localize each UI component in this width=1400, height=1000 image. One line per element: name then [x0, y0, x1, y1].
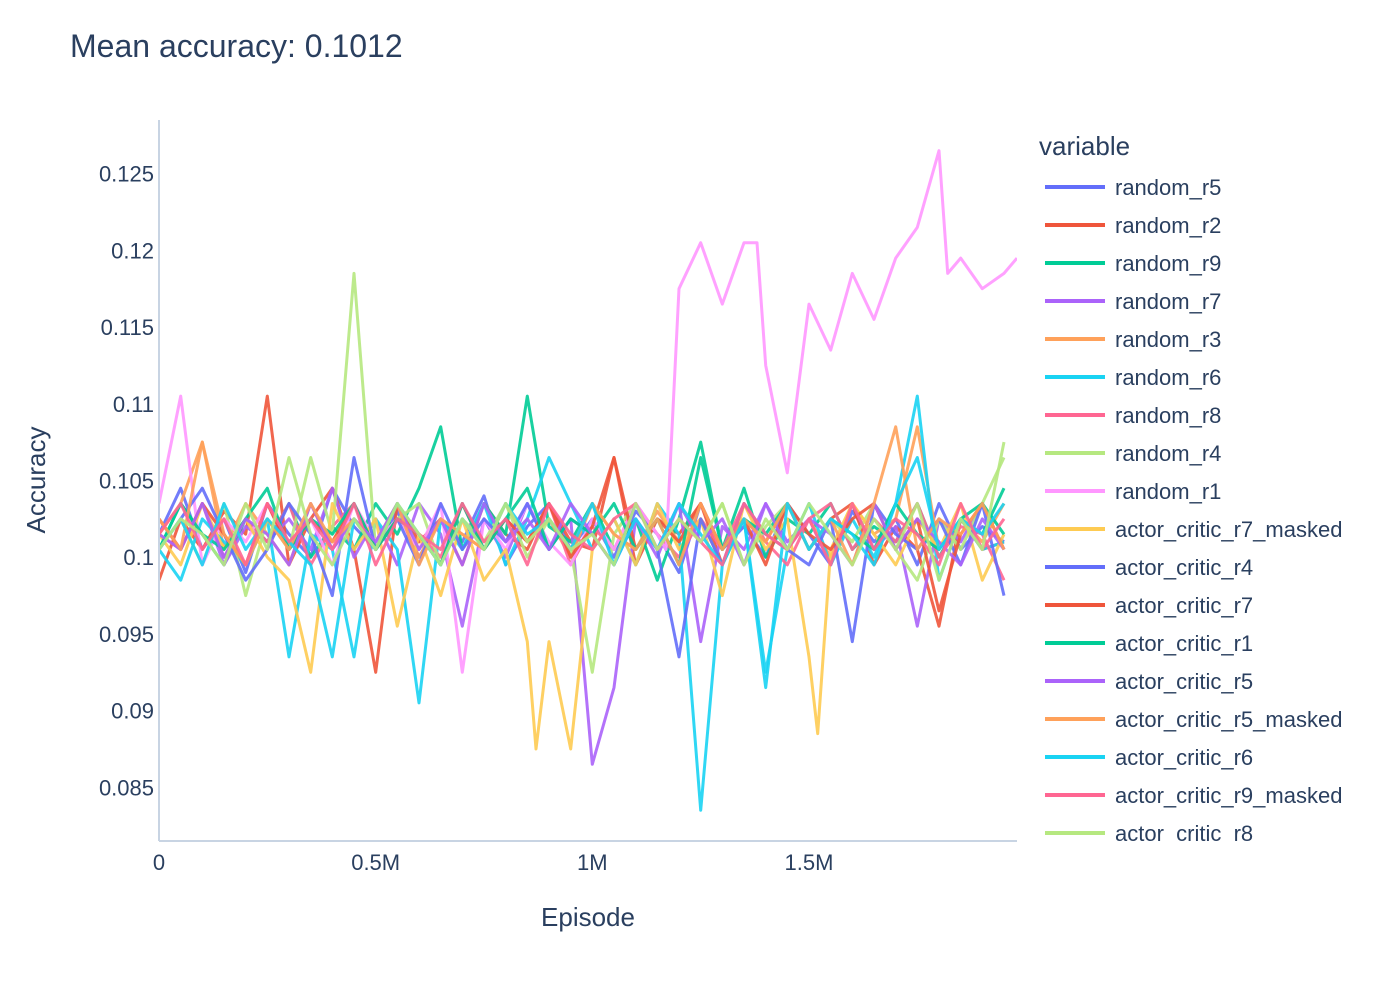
y-tick-label: 0.105: [99, 469, 154, 494]
y-tick-label: 0.1: [123, 545, 154, 570]
legend-item-actor-critic-r5-masked[interactable]: actor_critic_r5_masked: [1045, 707, 1342, 732]
legend-item-actor-critic-r1[interactable]: actor_critic_r1: [1045, 631, 1253, 656]
legend-label: actor_critic_r9_masked: [1115, 783, 1342, 808]
legend-label: actor_critic_r5: [1115, 669, 1253, 694]
legend-item-random-r6[interactable]: random_r6: [1045, 365, 1221, 390]
legend-label: random_r7: [1115, 289, 1221, 314]
legend-title: variable: [1039, 131, 1130, 161]
legend-label: random_r8: [1115, 403, 1221, 428]
legend-label: random_r9: [1115, 251, 1221, 276]
series-line-random-r4: [159, 271, 1006, 674]
chart-title: Mean accuracy: 0.1012: [70, 28, 403, 64]
series-layer: [159, 149, 1017, 812]
legend-item-random-r4[interactable]: random_r4: [1045, 441, 1221, 466]
legend-item-random-r9[interactable]: random_r9: [1045, 251, 1221, 276]
series-line-actor-critic-r8: [159, 441, 1006, 582]
legend-item-actor-critic-r7-masked[interactable]: actor_critic_r7_masked: [1045, 517, 1342, 542]
legend-label: actor_critic_r8: [1115, 821, 1253, 846]
legend-item-random-r1[interactable]: random_r1: [1045, 479, 1221, 504]
y-tick-label: 0.11: [113, 392, 154, 417]
legend-item-actor-critic-r4[interactable]: actor_critic_r4: [1045, 555, 1253, 580]
x-tick-label: 0.5M: [351, 850, 400, 875]
legend-label: random_r6: [1115, 365, 1221, 390]
x-tick-labels: 0 0.5M 1M 1.5M: [153, 850, 834, 875]
y-tick-label: 0.09: [111, 699, 154, 724]
legend-item-random-r2[interactable]: random_r2: [1045, 213, 1221, 238]
y-tick-label: 0.115: [101, 315, 154, 340]
legend-label: actor_critic_r4: [1115, 555, 1253, 580]
y-tick-label: 0.095: [99, 622, 154, 647]
x-tick-label: 0: [153, 850, 165, 875]
legend-item-actor-critic-r9-masked[interactable]: actor_critic_r9_masked: [1045, 783, 1342, 808]
legend-item-actor-critic-r8[interactable]: actor_critic_r8: [1045, 821, 1253, 846]
series-line-actor-critic-r6: [159, 456, 1006, 690]
legend-item-random-r3[interactable]: random_r3: [1045, 327, 1221, 352]
x-tick-label: 1M: [577, 850, 608, 875]
y-axis-title: Accuracy: [21, 427, 51, 534]
y-tick-label: 0.12: [111, 238, 154, 263]
legend-label: random_r1: [1115, 479, 1221, 504]
y-tick-label: 0.125: [99, 162, 154, 187]
legend-label: actor_critic_r7: [1115, 593, 1253, 618]
y-tick-labels: 0.085 0.09 0.095 0.1 0.105 0.11 0.115 0.12 0.125: [99, 162, 154, 801]
legend-label: random_r5: [1115, 175, 1221, 200]
legend-label: actor_critic_r6: [1115, 745, 1253, 770]
legend-label: actor_critic_r7_masked: [1115, 517, 1342, 542]
legend-item-random-r7[interactable]: random_r7: [1045, 289, 1221, 314]
legend: random_r5 random_r2 random_r9 random_r7rand…: [1045, 175, 1342, 846]
legend-label: random_r4: [1115, 441, 1221, 466]
legend-label: actor_critic_r5_masked: [1115, 707, 1342, 732]
y-tick-label: 0.085: [99, 775, 154, 800]
legend-item-random-r8[interactable]: random_r8: [1045, 403, 1221, 428]
x-tick-label: 1.5M: [785, 850, 834, 875]
legend-label: random_r2: [1115, 213, 1221, 238]
legend-item-actor-critic-r7[interactable]: actor_critic_r7: [1045, 593, 1253, 618]
legend-label: actor_critic_r1: [1115, 631, 1253, 656]
x-axis-title: Episode: [541, 902, 635, 932]
legend-item-random-r5[interactable]: random_r5: [1045, 175, 1221, 200]
legend-item-actor-critic-r6[interactable]: actor_critic_r6: [1045, 745, 1253, 770]
legend-label: random_r3: [1115, 327, 1221, 352]
legend-item-actor-critic-r5[interactable]: actor_critic_r5: [1045, 669, 1253, 694]
